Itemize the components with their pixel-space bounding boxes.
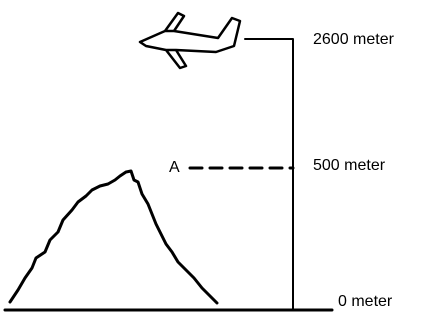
point-label: A xyxy=(169,159,180,176)
altitude-line xyxy=(245,39,293,310)
mountain xyxy=(10,171,217,303)
middle-label: 500 meter xyxy=(313,157,386,174)
page: 2600 meter 500 meter 0 meter A (() => { … xyxy=(0,0,426,313)
bottom-label: 0 meter xyxy=(338,293,393,310)
top-label: 2600 meter xyxy=(313,31,395,48)
diagram: 2600 meter 500 meter 0 meter A xyxy=(0,0,426,313)
airplane xyxy=(140,13,240,68)
